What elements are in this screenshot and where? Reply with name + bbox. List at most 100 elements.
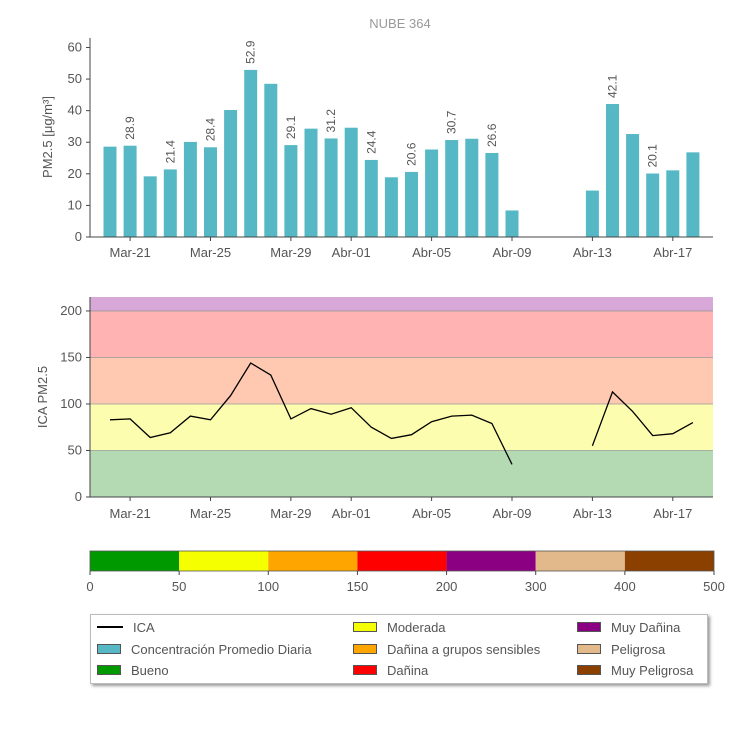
legend-label: ICA <box>133 619 155 635</box>
x-tick-label: Abr-09 <box>492 506 531 521</box>
y-tick-label: 150 <box>60 349 82 364</box>
bar-value-label: 21.4 <box>163 140 177 164</box>
colorbar-tick-label: 500 <box>703 579 725 594</box>
chart-title: NUBE 364 <box>369 16 430 31</box>
x-tick-label: Mar-29 <box>270 506 311 521</box>
colorbar-tick-label: 150 <box>347 579 369 594</box>
bar <box>324 138 338 237</box>
legend-item: Bueno <box>97 662 169 678</box>
bar-value-label: 42.1 <box>606 74 620 98</box>
ica-series-line <box>591 390 694 447</box>
y-tick-label: 100 <box>60 396 82 411</box>
colorbar-segment <box>357 551 447 571</box>
bar-value-label: 20.1 <box>646 144 660 168</box>
y-tick-label: 20 <box>68 166 82 181</box>
bar <box>163 169 177 237</box>
bar <box>626 134 640 237</box>
bar <box>384 177 398 237</box>
x-tick-label: Abr-05 <box>412 506 451 521</box>
legend-label: Bueno <box>131 662 169 678</box>
legend-label: Dañina a grupos sensibles <box>387 641 541 657</box>
legend-label: Muy Dañina <box>611 619 681 635</box>
bar-value-label: 24.4 <box>364 130 378 154</box>
legend-color-swatch <box>353 665 377 675</box>
bar <box>505 210 519 237</box>
x-tick-label: Abr-13 <box>573 245 612 260</box>
bar <box>364 159 378 237</box>
colorbar-tick-label: 300 <box>525 579 547 594</box>
legend-item: ICA <box>97 619 155 635</box>
y-tick-label: 50 <box>68 71 82 86</box>
legend-label: Moderada <box>387 619 446 635</box>
bar <box>646 173 660 237</box>
legend-item: Dañina <box>353 662 428 678</box>
bar <box>264 83 278 237</box>
y-axis-label: ICA PM2.5 <box>35 366 50 428</box>
bar-value-label: 30.7 <box>445 110 459 134</box>
bar <box>244 69 258 238</box>
bar-value-label: 52.9 <box>244 40 258 64</box>
x-tick-label: Abr-13 <box>573 506 612 521</box>
bar <box>204 147 217 237</box>
legend-color-swatch <box>97 665 121 675</box>
ica-band <box>90 297 713 311</box>
ica-band <box>90 450 713 497</box>
bar <box>666 170 680 237</box>
legend-color-swatch <box>353 644 377 654</box>
legend-label: Concentración Promedio Diaria <box>131 641 312 657</box>
colorbar-segment <box>446 551 536 571</box>
colorbar-tick-label: 50 <box>172 579 186 594</box>
bar <box>224 110 238 237</box>
x-tick-label: Mar-21 <box>110 506 151 521</box>
legend-item: Dañina a grupos sensibles <box>353 641 540 657</box>
bar-value-label: 28.9 <box>123 116 137 140</box>
bar <box>465 138 479 237</box>
legend-label: Dañina <box>387 662 429 678</box>
legend-item: Peligrosa <box>577 641 665 657</box>
bar <box>686 152 700 237</box>
legend: ICA Concentración Promedio Diaria Bueno Mod… <box>90 614 708 684</box>
colorbar-frame <box>89 550 715 572</box>
colorbar-segment <box>624 551 714 571</box>
y-axis-label: PM2.5 [μg/m³] <box>40 96 55 178</box>
bar-value-label: 31.2 <box>324 109 338 133</box>
colorbar-tick-label: 100 <box>257 579 279 594</box>
y-tick-label: 60 <box>68 39 82 54</box>
colorbar-segment <box>535 551 625 571</box>
y-tick-label: 200 <box>60 303 82 318</box>
y-tick-label: 40 <box>68 103 82 118</box>
bar <box>123 145 137 237</box>
x-tick-label: Abr-05 <box>412 245 451 260</box>
bar <box>143 176 157 237</box>
legend-item: Moderada <box>353 619 446 635</box>
legend-item: Muy Peligrosa <box>577 662 693 678</box>
colorbar-tick-label: 400 <box>614 579 636 594</box>
bar <box>585 190 599 237</box>
bar-value-label: 26.6 <box>485 123 499 147</box>
x-tick-label: Abr-17 <box>653 506 692 521</box>
legend-color-swatch <box>577 622 601 632</box>
legend-color-swatch <box>577 665 601 675</box>
bar <box>425 149 439 237</box>
x-tick-label: Abr-17 <box>653 245 692 260</box>
colorbar-tick-label: 0 <box>86 579 93 594</box>
x-tick-label: Mar-25 <box>190 245 231 260</box>
bar <box>485 152 499 237</box>
y-tick-label: 0 <box>75 229 82 244</box>
bar <box>606 104 619 238</box>
ica-colorbar: 0 50 100 150 200 300 400 500 <box>86 550 725 594</box>
bar <box>103 146 117 237</box>
bar <box>183 141 197 237</box>
legend-color-swatch <box>577 644 601 654</box>
legend-item: Muy Dañina <box>577 619 680 635</box>
legend-label: Peligrosa <box>611 641 666 657</box>
y-tick-label: 50 <box>68 442 82 457</box>
legend-label: Muy Peligrosa <box>611 662 694 678</box>
ica-band <box>90 357 713 404</box>
bar <box>304 128 318 237</box>
x-tick-label: Abr-01 <box>332 506 371 521</box>
x-tick-label: Mar-25 <box>190 506 231 521</box>
bar-value-label: 28.4 <box>204 118 218 142</box>
colorbar-segment <box>90 551 180 571</box>
